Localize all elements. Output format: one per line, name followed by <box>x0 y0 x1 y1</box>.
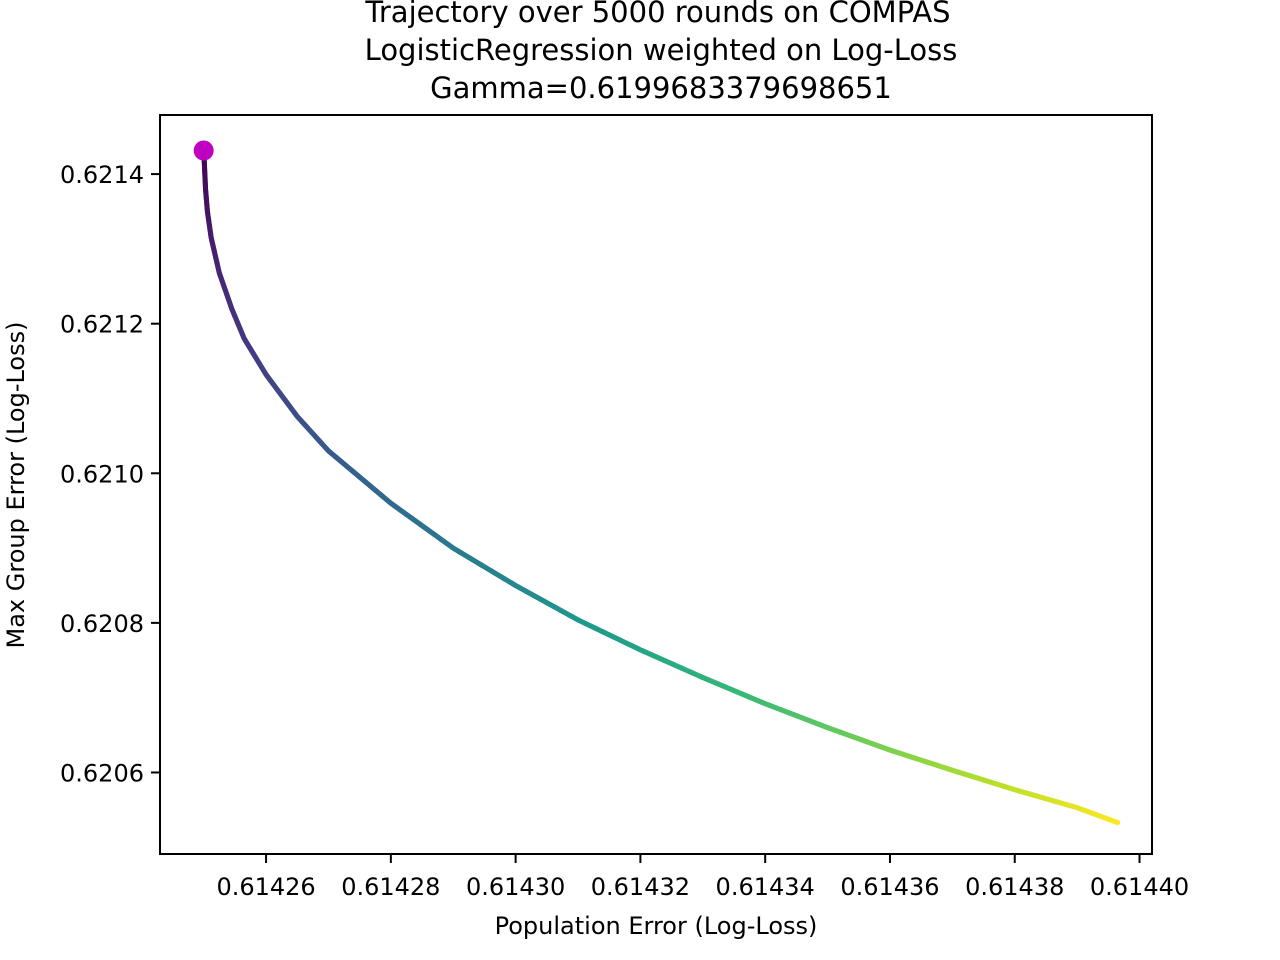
y-axis-ticks: 0.6206 0.6208 0.6210 0.6212 0.6214 <box>60 161 160 787</box>
trajectory-marks <box>193 140 1121 826</box>
y-tick-label: 0.6210 <box>60 460 144 488</box>
y-tick-label: 0.6212 <box>60 311 144 339</box>
x-tick-label: 0.61434 <box>716 873 815 901</box>
trajectory-point <box>1115 819 1121 826</box>
x-axis-ticks: 0.61426 0.61428 0.61430 0.61432 0.61434 0.614… <box>216 854 1189 901</box>
chart-title: Trajectory over 5000 rounds on COMPAS Lo… <box>364 0 957 105</box>
x-axis-label: Population Error (Log-Loss) <box>495 912 818 940</box>
x-tick-label: 0.61428 <box>341 873 440 901</box>
x-tick-label: 0.61438 <box>965 873 1064 901</box>
y-tick-label: 0.6208 <box>60 610 144 638</box>
x-tick-label: 0.61430 <box>466 873 565 901</box>
plot-area <box>160 115 1152 854</box>
chart-title-line-3: Gamma=0.6199683379698651 <box>430 71 892 105</box>
x-tick-label: 0.61432 <box>591 873 690 901</box>
start-point-marker <box>193 140 214 161</box>
y-axis-label: Max Group Error (Log-Loss) <box>2 322 30 649</box>
x-tick-label: 0.61426 <box>216 873 315 901</box>
y-tick-label: 0.6214 <box>60 161 144 189</box>
chart-title-line-1: Trajectory over 5000 rounds on COMPAS <box>364 0 950 29</box>
x-tick-label: 0.61440 <box>1090 873 1189 901</box>
x-tick-label: 0.61436 <box>840 873 939 901</box>
y-tick-label: 0.6206 <box>60 759 144 787</box>
chart-title-line-2: LogisticRegression weighted on Log-Loss <box>365 33 958 67</box>
plot-frame <box>159 114 1153 855</box>
